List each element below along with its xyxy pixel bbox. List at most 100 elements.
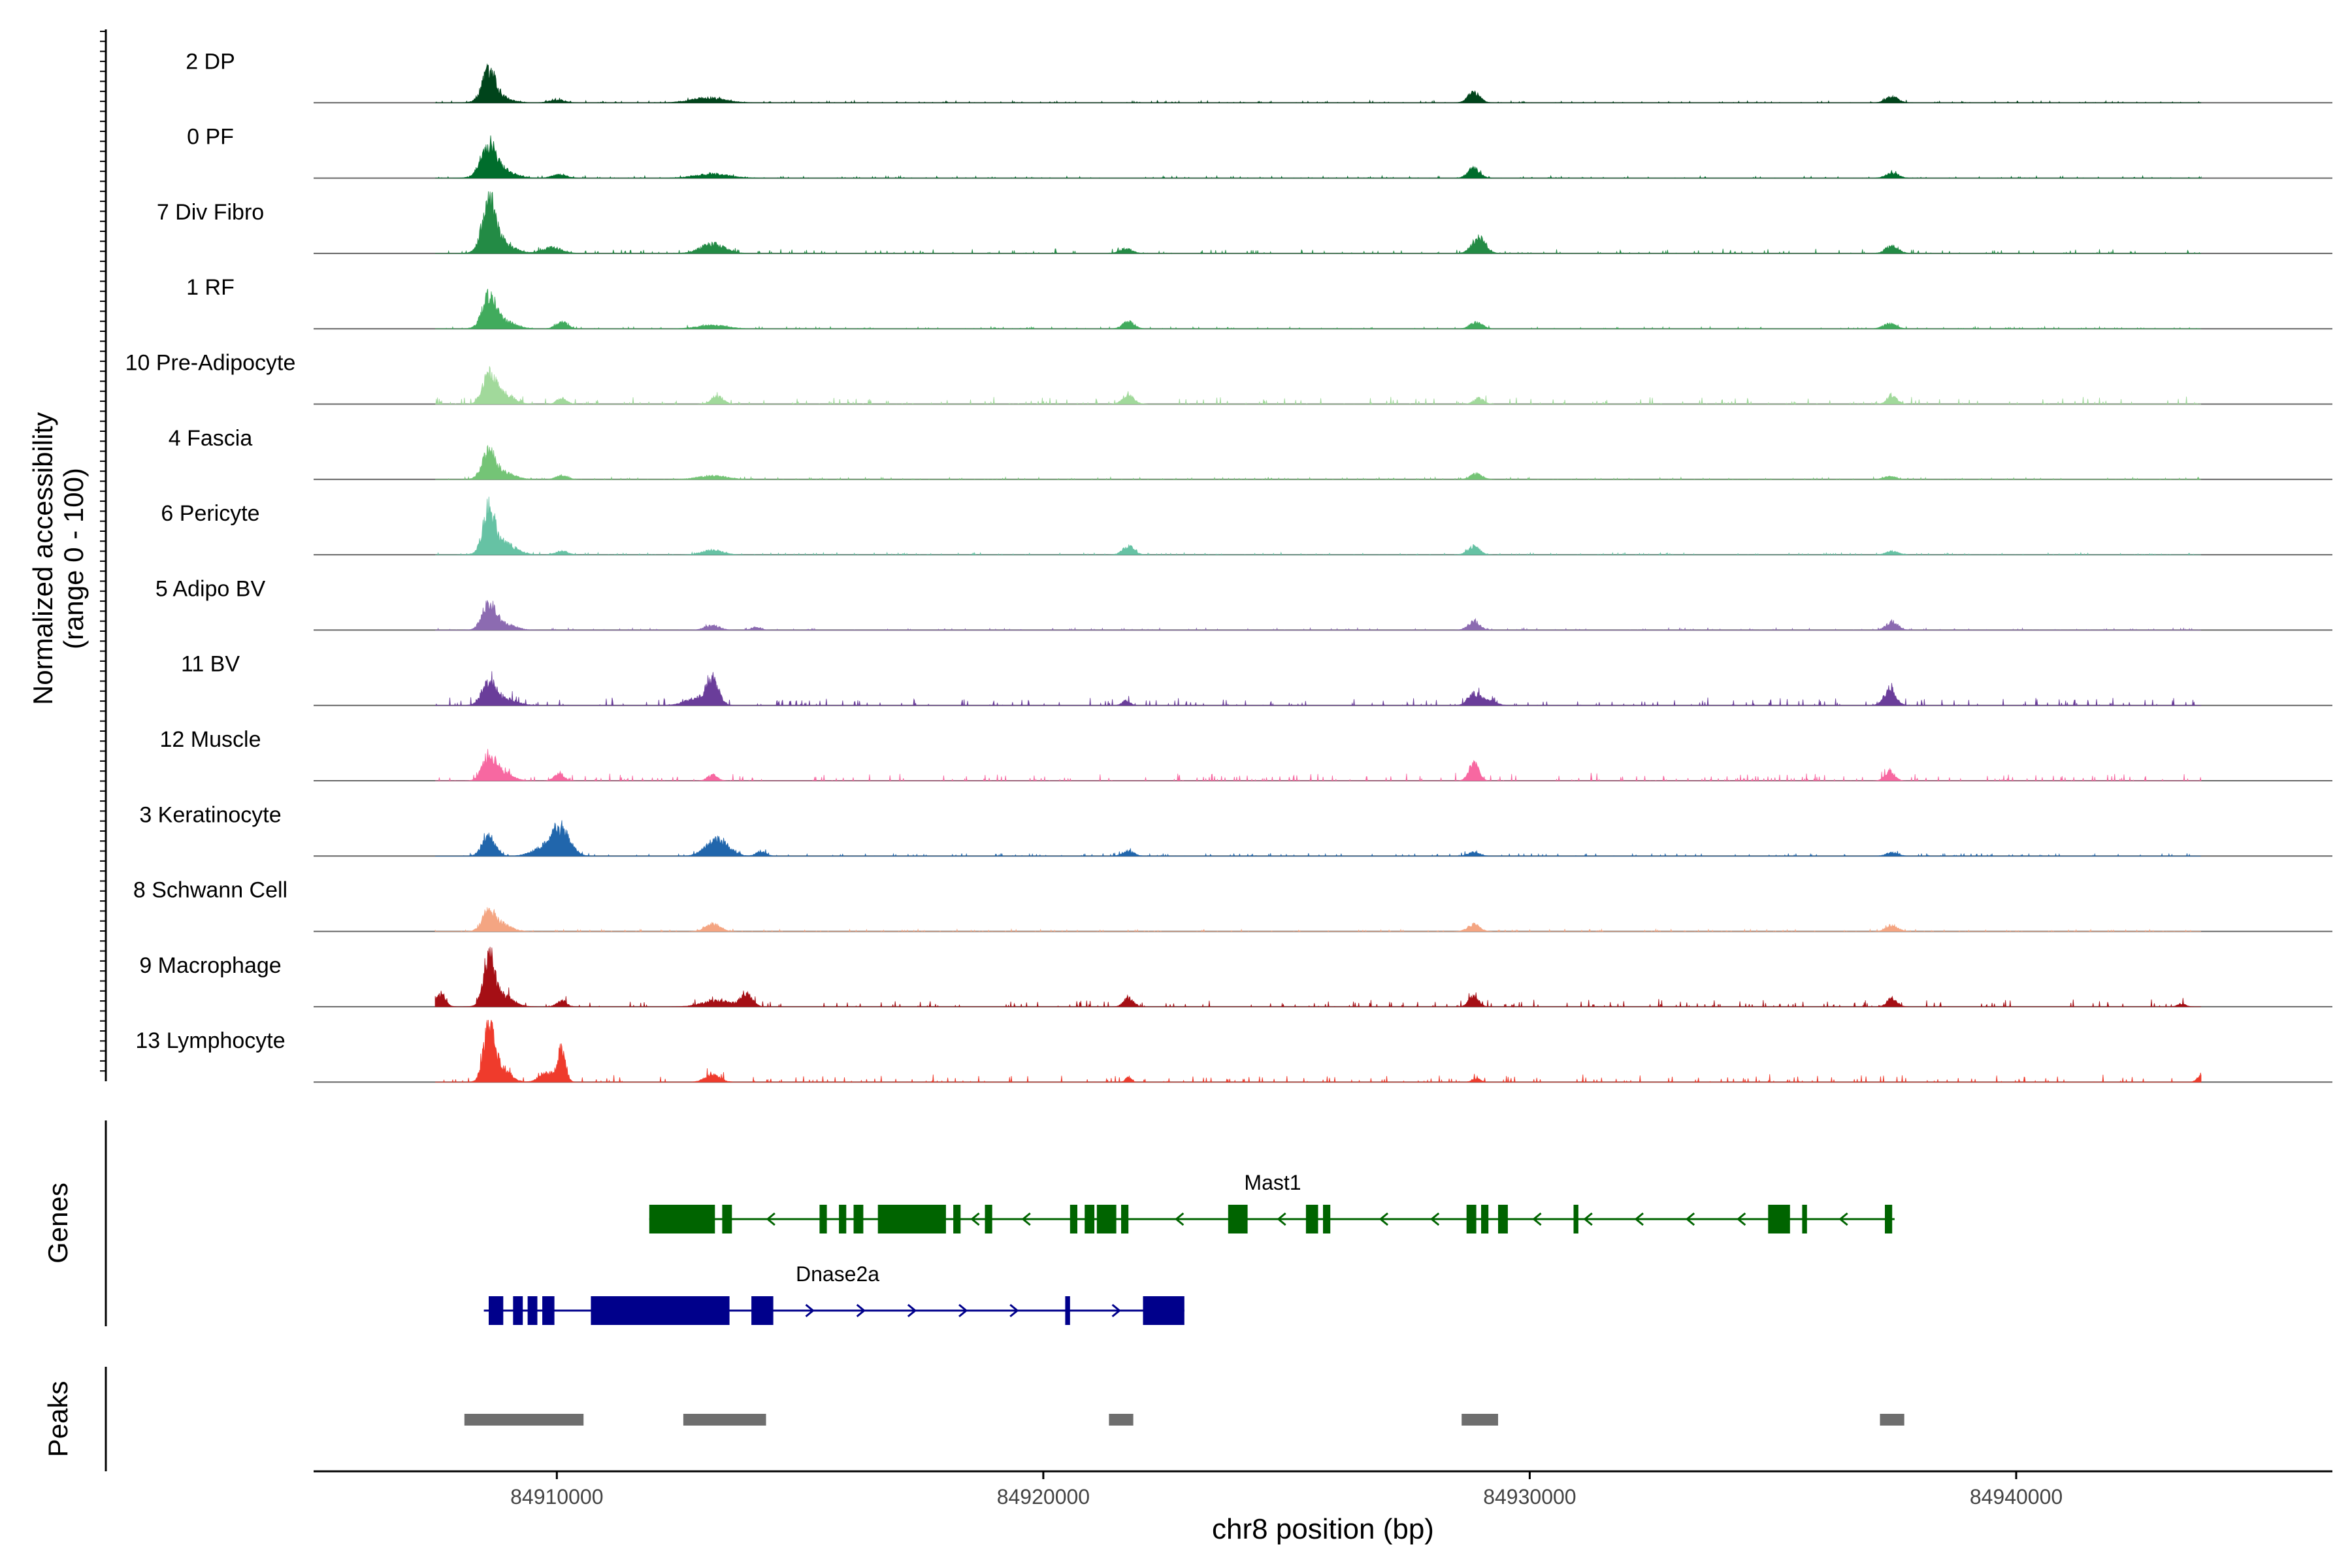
strand-arrow (1838, 1212, 1848, 1226)
track: 8 Schwann Cell (133, 878, 2332, 932)
gene-exon (1070, 1205, 1077, 1233)
coverage-area (435, 820, 2201, 857)
coverage-y-axis-label-line1: Normalized accessibility (27, 412, 58, 705)
gene-exon (513, 1296, 523, 1325)
peak-region (1109, 1414, 1134, 1426)
track-label: 10 Pre-Adipocyte (125, 351, 296, 376)
gene-name-label: Mast1 (1244, 1171, 1301, 1194)
gene-exon (1065, 1296, 1070, 1325)
strand-arrow (856, 1303, 866, 1318)
gene-exon (1096, 1205, 1117, 1233)
gene-exon (985, 1205, 992, 1233)
gene-exon (591, 1296, 730, 1325)
coverage-area (435, 366, 2201, 405)
x-tick-label: 84930000 (1483, 1485, 1576, 1509)
strand-arrow (1379, 1212, 1389, 1226)
gene-exon (1305, 1205, 1318, 1233)
strand-arrow (1111, 1303, 1121, 1318)
gene-exon (751, 1296, 774, 1325)
track-label: 3 Keratinocyte (139, 802, 281, 827)
coverage-area (434, 907, 2201, 932)
track: 9 Macrophage (139, 947, 2332, 1008)
gene-exon (1228, 1205, 1248, 1233)
gene-exon (1768, 1205, 1790, 1233)
gene-exon (527, 1296, 538, 1325)
gene-exon (853, 1205, 864, 1233)
track: 11 BV (181, 652, 2332, 707)
gene-exon (1323, 1205, 1331, 1233)
coverage-area (435, 63, 2202, 104)
track-label: 11 BV (181, 652, 240, 677)
track: 1 RF (186, 275, 2332, 330)
gene-exon (819, 1205, 827, 1233)
gene-exon (953, 1205, 961, 1233)
x-tick-label: 84940000 (1970, 1485, 2063, 1509)
coverage-area (435, 288, 2201, 330)
track-label: 1 RF (186, 275, 235, 300)
gene-exon (877, 1205, 946, 1233)
strand-arrow (1736, 1212, 1746, 1226)
gene-name-label: Dnase2a (796, 1262, 879, 1286)
gene-exon (1481, 1205, 1489, 1233)
track-label: 4 Fascia (169, 426, 253, 451)
strand-arrow (1174, 1212, 1184, 1226)
track: 12 Muscle (160, 727, 2332, 782)
peak-region (1462, 1414, 1498, 1426)
coverage-area (435, 497, 2201, 556)
coverage-area (435, 191, 2201, 255)
peak-region (464, 1414, 584, 1426)
track-label: 0 PF (187, 125, 234, 150)
strand-arrow (805, 1303, 815, 1318)
gene-exon (839, 1205, 847, 1233)
strand-arrow (1685, 1212, 1695, 1226)
track: 2 DP (186, 49, 2332, 104)
coverage-area (435, 445, 2201, 481)
strand-arrow (766, 1212, 776, 1226)
strand-arrow (958, 1303, 968, 1318)
coverage-area (434, 947, 2201, 1008)
track: 3 Keratinocyte (139, 802, 2332, 857)
strand-arrow (1634, 1212, 1644, 1226)
track: 5 Adipo BV (155, 576, 2332, 631)
x-axis-label: chr8 position (bp) (1212, 1513, 1434, 1545)
coverage-area (435, 749, 2202, 782)
gene-exon (1573, 1205, 1578, 1233)
track-label: 6 Pericyte (161, 501, 259, 526)
coverage-tracks: 2 DP 0 PF 7 Div Fibro 1 RF 10 Pre-Adipocyte 4… (125, 49, 2332, 1083)
strand-arrow (1532, 1212, 1542, 1226)
strand-arrow (1277, 1212, 1286, 1226)
track-label: 2 DP (186, 49, 235, 74)
genes-panel-label: Genes (42, 1183, 73, 1264)
gene-exon (1802, 1205, 1807, 1233)
strand-arrow (1021, 1212, 1031, 1226)
track-label: 8 Schwann Cell (133, 878, 287, 903)
coverage-area (435, 1020, 2202, 1083)
track-label: 13 Lymphocyte (135, 1028, 285, 1053)
gene-model: Dnase2a (483, 1262, 1184, 1325)
track: 7 Div Fibro (157, 191, 2332, 255)
coverage-area (435, 135, 2202, 179)
peak-region (1880, 1414, 1904, 1426)
strand-arrow (1583, 1212, 1593, 1226)
gene-exon (1121, 1205, 1129, 1233)
gene-exon (489, 1296, 504, 1325)
strand-arrow (1429, 1212, 1440, 1226)
gene-models: Mast1 Dnase2a (483, 1171, 1895, 1325)
track-label: 9 Macrophage (139, 953, 281, 978)
gene-exon (1085, 1205, 1095, 1233)
gene-exon (1885, 1205, 1893, 1233)
gene-exon (1466, 1205, 1477, 1233)
track: 0 PF (187, 125, 2332, 179)
peak-regions (464, 1414, 1904, 1426)
coverage-area (435, 671, 2201, 707)
peak-region (683, 1414, 766, 1426)
strand-arrow (970, 1212, 980, 1226)
track-label: 12 Muscle (160, 727, 261, 752)
track: 13 Lymphocyte (135, 1020, 2332, 1083)
track-label: 7 Div Fibro (157, 200, 264, 225)
x-axis-ticks: 84910000 84920000 84930000 84940000 (510, 1471, 2063, 1509)
strand-arrow (1009, 1303, 1019, 1318)
coverage-area (435, 600, 2201, 631)
